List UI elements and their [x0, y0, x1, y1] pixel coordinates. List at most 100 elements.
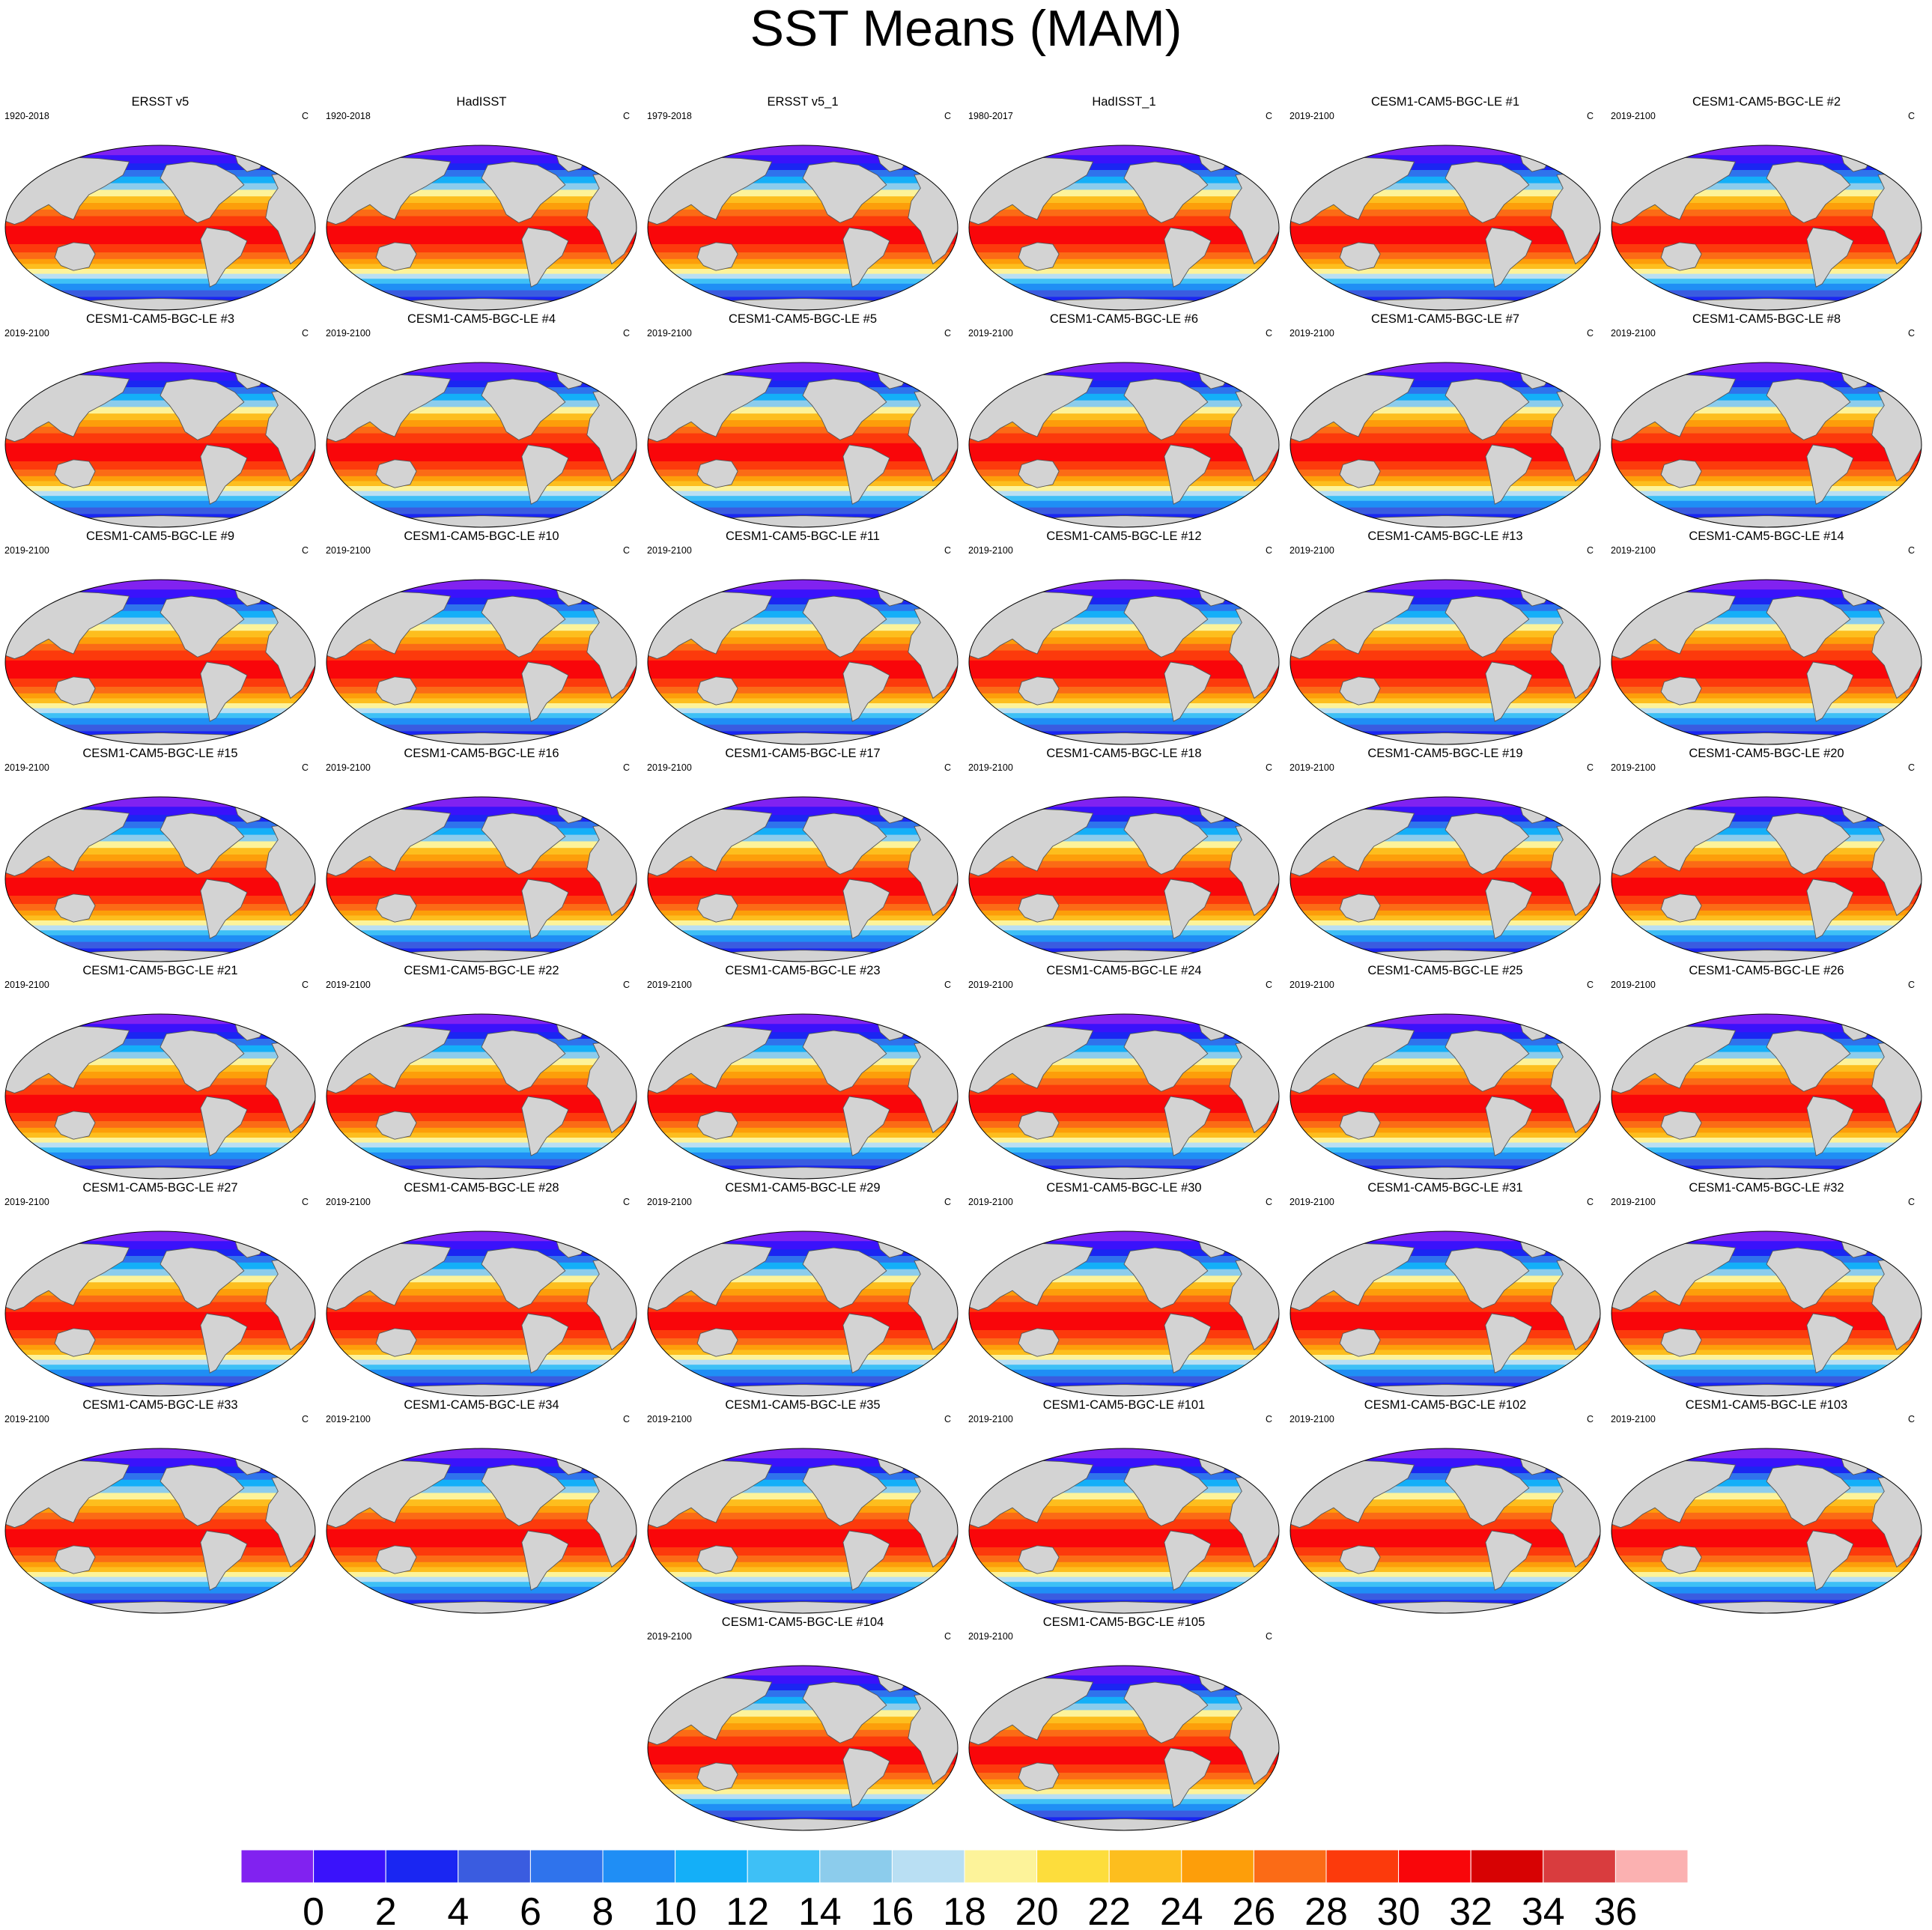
sst-map: [326, 796, 637, 962]
map-panel: CESM1-CAM5-BGC-LE #22 2019-2100 C: [321, 963, 642, 1180]
colorbar-tick-label: 22: [1087, 1890, 1131, 1930]
panel-units: C: [301, 111, 309, 121]
panel-period: 2019-2100: [968, 328, 1013, 339]
sst-map: [968, 362, 1280, 528]
map-panel: CESM1-CAM5-BGC-LE #30 2019-2100 C: [964, 1180, 1284, 1398]
map-panel: CESM1-CAM5-BGC-LE #23 2019-2100 C: [643, 963, 963, 1180]
sst-map: [647, 1665, 959, 1831]
colorbar-tick-label: 10: [654, 1890, 697, 1930]
panel-units: C: [622, 1414, 630, 1424]
panel-title: CESM1-CAM5-BGC-LE #33: [82, 1398, 238, 1412]
map-panel: CESM1-CAM5-BGC-LE #15 2019-2100 C: [0, 746, 321, 963]
panel-units: C: [1265, 1631, 1272, 1642]
sst-map: [1611, 579, 1922, 745]
sst-map: [4, 796, 316, 962]
panel-units: C: [1265, 328, 1272, 339]
panel-title: CESM1-CAM5-BGC-LE #29: [725, 1181, 881, 1195]
sst-map: [1611, 145, 1922, 311]
colorbar-box: [964, 1849, 1038, 1884]
panel-units: C: [301, 1414, 309, 1424]
panel-title: CESM1-CAM5-BGC-LE #26: [1689, 964, 1844, 977]
panel-units: C: [1265, 1414, 1272, 1424]
panel-units: C: [944, 762, 951, 773]
sst-map: [647, 145, 959, 311]
panel-units: C: [1907, 545, 1915, 556]
panel-title: CESM1-CAM5-BGC-LE #24: [1046, 964, 1202, 977]
panel-period: 2019-2100: [647, 328, 692, 339]
panel-title: CESM1-CAM5-BGC-LE #15: [82, 747, 238, 760]
panel-title: CESM1-CAM5-BGC-LE #102: [1364, 1398, 1527, 1412]
panel-units: C: [622, 328, 630, 339]
sst-map: [968, 145, 1280, 311]
panel-period: 1920-2018: [326, 111, 371, 121]
panel-title: CESM1-CAM5-BGC-LE #104: [721, 1615, 884, 1629]
sst-map: [968, 796, 1280, 962]
panel-units: C: [1907, 1197, 1915, 1207]
colorbar-tick-label: 26: [1232, 1890, 1275, 1930]
panel-title: CESM1-CAM5-BGC-LE #16: [404, 747, 559, 760]
colorbar-box: [458, 1849, 531, 1884]
colorbar-tick-label: 34: [1522, 1890, 1565, 1930]
map-panel: CESM1-CAM5-BGC-LE #7 2019-2100 C: [1285, 312, 1606, 529]
panel-title: CESM1-CAM5-BGC-LE #2: [1692, 95, 1841, 109]
map-panel: CESM1-CAM5-BGC-LE #14 2019-2100 C: [1606, 529, 1927, 746]
map-panel: CESM1-CAM5-BGC-LE #101 2019-2100 C: [964, 1398, 1284, 1615]
sst-map: [4, 579, 316, 745]
sst-map: [1611, 1013, 1922, 1180]
panel-period: 2019-2100: [4, 545, 49, 556]
sst-map: [647, 1013, 959, 1180]
sst-map: [326, 579, 637, 745]
sst-map: [1289, 1230, 1601, 1397]
map-panel: CESM1-CAM5-BGC-LE #35 2019-2100 C: [643, 1398, 963, 1615]
colorbar-tick-label: 24: [1160, 1890, 1203, 1930]
panel-title: CESM1-CAM5-BGC-LE #28: [404, 1181, 559, 1195]
panel-period: 2019-2100: [968, 1197, 1013, 1207]
sst-map: [1611, 796, 1922, 962]
panel-title: CESM1-CAM5-BGC-LE #8: [1692, 312, 1841, 326]
map-panel: CESM1-CAM5-BGC-LE #13 2019-2100 C: [1285, 529, 1606, 746]
panel-period: 2019-2100: [4, 1414, 49, 1424]
colorbar-box: [891, 1849, 965, 1884]
sst-map: [1289, 796, 1601, 962]
panel-period: 2019-2100: [1289, 1414, 1334, 1424]
map-panel: CESM1-CAM5-BGC-LE #32 2019-2100 C: [1606, 1180, 1927, 1398]
panel-units: C: [944, 1197, 951, 1207]
map-panel: CESM1-CAM5-BGC-LE #105 2019-2100 C: [964, 1615, 1284, 1832]
panel-period: 2019-2100: [968, 1414, 1013, 1424]
panel-units: C: [1586, 328, 1594, 339]
panel-period: 2019-2100: [1611, 111, 1656, 121]
panel-period: 2019-2100: [1289, 111, 1334, 121]
panel-units: C: [944, 111, 951, 121]
colorbar-box: [1253, 1849, 1327, 1884]
panel-period: 2019-2100: [326, 980, 371, 990]
panel-units: C: [944, 545, 951, 556]
sst-map: [647, 796, 959, 962]
sst-map: [4, 1448, 316, 1614]
sst-map: [326, 145, 637, 311]
panel-title: ERSST v5_1: [767, 95, 839, 109]
sst-map: [968, 1013, 1280, 1180]
panel-period: 2019-2100: [1611, 980, 1656, 990]
panel-units: C: [1586, 1414, 1594, 1424]
colorbar-box: [385, 1849, 459, 1884]
map-panel: CESM1-CAM5-BGC-LE #31 2019-2100 C: [1285, 1180, 1606, 1398]
colorbar-tick-label: 0: [303, 1890, 324, 1930]
panel-units: C: [944, 1631, 951, 1642]
sst-map: [1289, 145, 1601, 311]
colorbar-box: [1181, 1849, 1254, 1884]
map-panel: HadISST_1 1980-2017 C: [964, 94, 1284, 312]
panel-period: 2019-2100: [326, 762, 371, 773]
panel-title: CESM1-CAM5-BGC-LE #4: [407, 312, 556, 326]
panel-units: C: [1265, 545, 1272, 556]
panel-period: 2019-2100: [326, 1197, 371, 1207]
panel-period: 2019-2100: [647, 980, 692, 990]
panel-units: C: [1586, 980, 1594, 990]
panel-title: CESM1-CAM5-BGC-LE #14: [1689, 529, 1844, 543]
panel-title: CESM1-CAM5-BGC-LE #22: [404, 964, 559, 977]
map-panel: CESM1-CAM5-BGC-LE #34 2019-2100 C: [321, 1398, 642, 1615]
panel-period: 2019-2100: [1611, 545, 1656, 556]
panel-period: 1980-2017: [968, 111, 1013, 121]
sst-map: [968, 1665, 1280, 1831]
